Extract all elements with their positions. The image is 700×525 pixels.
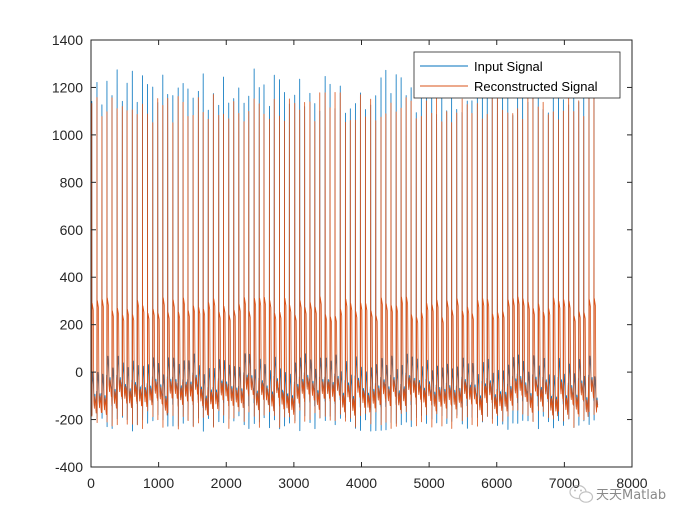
- y-tick-label: 1400: [52, 32, 83, 48]
- y-tick-label: 200: [60, 317, 84, 333]
- y-tick-label: 600: [60, 222, 84, 238]
- x-tick-label: 7000: [549, 475, 580, 491]
- x-tick-label: 6000: [481, 475, 512, 491]
- watermark-text: 天天Matlab: [596, 488, 666, 503]
- x-tick-label: 1000: [143, 475, 174, 491]
- y-tick-label: -400: [55, 459, 83, 475]
- y-tick-label: -200: [55, 412, 83, 428]
- x-tick-label: 3000: [278, 475, 309, 491]
- legend-label-input: Input Signal: [474, 59, 543, 74]
- legend: Input Signal Reconstructed Signal: [413, 51, 621, 99]
- x-tick-label: 4000: [346, 475, 377, 491]
- x-tick-label: 2000: [211, 475, 242, 491]
- y-tick-label: 0: [75, 364, 83, 380]
- legend-label-reconstructed: Reconstructed Signal: [474, 79, 598, 94]
- x-tick-label: 5000: [414, 475, 445, 491]
- y-tick-label: 1200: [52, 79, 83, 95]
- tick-layer: 0 1000 2000 3000 4000 5000 6000 7000 8000-400-20…: [52, 32, 648, 491]
- y-tick-label: 400: [60, 269, 84, 285]
- x-tick-label: 0: [87, 475, 95, 491]
- x-tick-label: 8000: [616, 475, 647, 491]
- legend-box: [413, 51, 621, 99]
- series-layer: [91, 68, 599, 432]
- y-tick-label: 800: [60, 174, 84, 190]
- y-tick-label: 1000: [52, 127, 83, 143]
- watermark: 天天Matlab: [569, 484, 666, 503]
- series-line-reconstructed: [91, 91, 599, 430]
- wechat-icon: [569, 484, 594, 503]
